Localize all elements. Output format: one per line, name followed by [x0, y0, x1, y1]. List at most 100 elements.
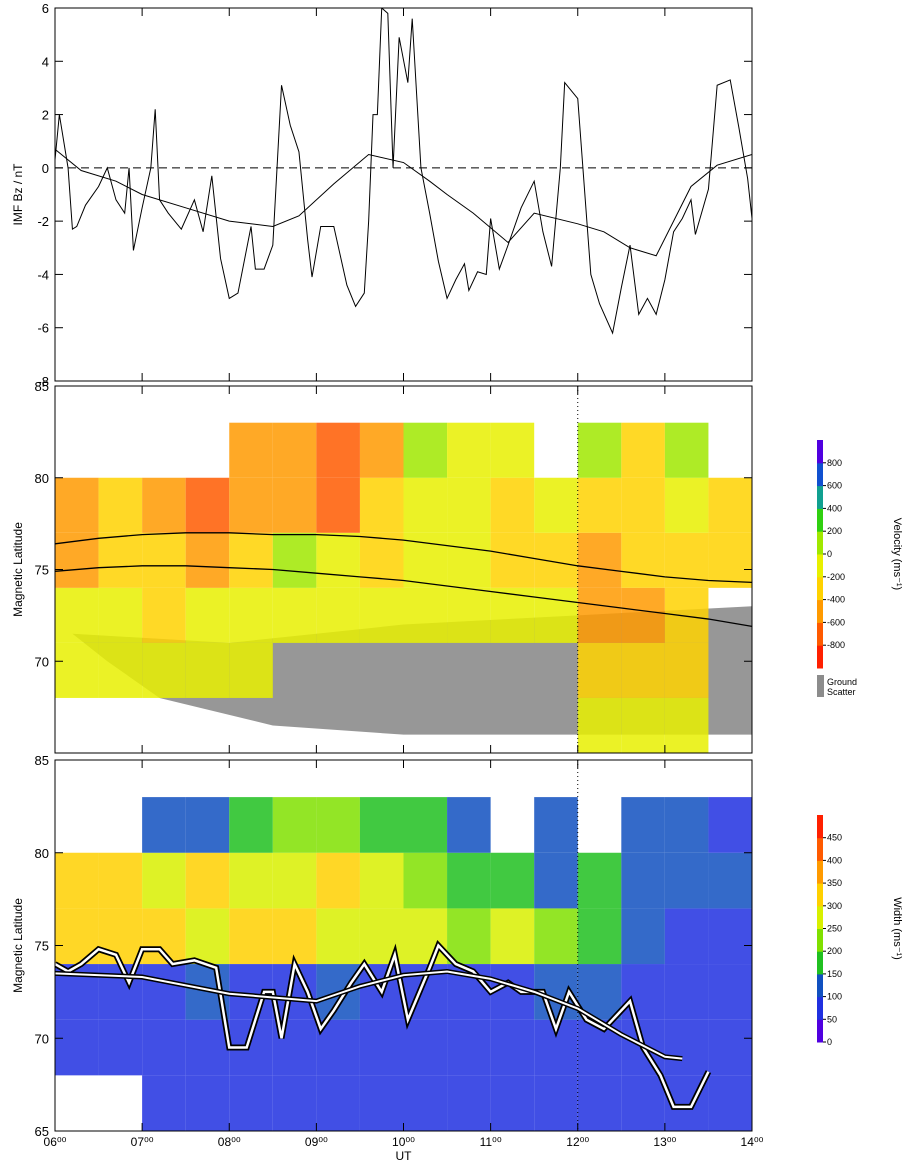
cell	[621, 852, 665, 909]
y-tick-label: -6	[37, 321, 49, 336]
cell	[272, 1075, 317, 1131]
cell	[621, 477, 665, 533]
cell	[621, 797, 665, 853]
colorbar-tick-label: 800	[827, 458, 842, 468]
cell	[490, 422, 535, 478]
ground-scatter-label: Ground	[827, 677, 857, 687]
cell	[577, 908, 622, 965]
y-axis-label: Magnetic Latitude	[11, 898, 25, 993]
cell	[447, 852, 491, 909]
x-tick-label: 10⁰⁰	[392, 1135, 415, 1149]
cell	[490, 852, 535, 909]
cell	[185, 852, 230, 909]
y-tick-label: 75	[35, 939, 49, 954]
cell	[577, 1075, 622, 1131]
cell	[142, 587, 186, 643]
cell	[708, 1075, 752, 1131]
colorbar-tick-label: 600	[827, 481, 842, 491]
ground-scatter-swatch	[817, 675, 824, 697]
colorbar-tick-label: 150	[827, 969, 842, 979]
colorbar-swatch	[817, 928, 823, 952]
colorbar-swatch	[817, 485, 823, 509]
cell	[55, 642, 99, 698]
plot-area	[55, 760, 752, 1131]
cell	[708, 477, 752, 533]
panel: 65 70 75 80 85 06⁰⁰ 07⁰⁰ 08⁰⁰ 09⁰⁰ 10⁰⁰ 11⁰⁰ 12⁰⁰ 13…	[11, 753, 764, 1163]
cell	[447, 532, 491, 588]
x-tick-label: 09⁰⁰	[305, 1135, 328, 1149]
cell	[316, 852, 360, 909]
colorbar-tick-label: 350	[827, 878, 842, 888]
colorbar-swatch	[817, 973, 823, 998]
cell	[534, 532, 578, 588]
x-tick-label: 06⁰⁰	[44, 1135, 67, 1149]
cell	[490, 587, 535, 643]
y-tick-label: 2	[42, 108, 49, 123]
cell	[55, 852, 99, 909]
cell	[316, 797, 360, 853]
cell	[664, 908, 709, 965]
cell	[577, 477, 622, 533]
colorbar-swatch	[817, 837, 823, 861]
cell	[403, 422, 448, 478]
cell	[577, 587, 622, 643]
cell	[142, 852, 186, 909]
cell	[621, 964, 665, 1020]
cell	[447, 1019, 491, 1076]
cell	[664, 587, 709, 643]
colorbar-tick-label: 100	[827, 992, 842, 1002]
cell	[229, 852, 273, 909]
cell	[534, 1075, 578, 1131]
cell	[447, 422, 491, 478]
cell	[403, 797, 448, 853]
cell	[621, 587, 665, 643]
cell	[55, 587, 99, 643]
colorbar-label: Velocity (ms⁻¹)	[891, 518, 903, 590]
boundary-line	[55, 943, 710, 1109]
cell	[142, 1075, 186, 1131]
colorbar-swatch	[817, 883, 823, 907]
cell	[708, 797, 752, 853]
cell	[447, 1075, 491, 1131]
cell	[316, 908, 360, 965]
colorbar-swatch	[817, 815, 823, 839]
cell	[534, 908, 578, 965]
cell	[403, 1019, 448, 1076]
cell	[55, 477, 99, 533]
cell	[534, 587, 578, 643]
colorbar-swatch	[817, 554, 823, 578]
bz-line	[55, 8, 752, 335]
colorbar-swatch	[817, 860, 823, 884]
y-tick-label: -2	[37, 214, 49, 229]
cell	[142, 797, 186, 853]
cell	[664, 852, 709, 909]
y-tick-label: 80	[35, 471, 49, 486]
cell	[229, 797, 273, 853]
cell	[577, 422, 622, 478]
colorbar-swatch	[817, 462, 823, 487]
cell	[447, 477, 491, 533]
colorbar-tick-label: 400	[827, 503, 842, 513]
colorbar-tick-label: -200	[827, 572, 845, 582]
cell	[664, 697, 709, 753]
fit-line	[55, 970, 683, 1060]
cell	[577, 642, 622, 698]
cell	[185, 587, 230, 643]
colorbar-swatch	[817, 996, 823, 1020]
cell	[272, 422, 317, 478]
colorbar-swatch	[817, 951, 823, 975]
cell	[708, 532, 752, 588]
colorbar-swatch	[817, 440, 823, 464]
colorbar-tick-label: 450	[827, 833, 842, 843]
colorbar-tick-label: 250	[827, 924, 842, 934]
cell	[359, 852, 404, 909]
x-axis-label: UT	[396, 1149, 413, 1163]
cell	[403, 908, 448, 965]
cell	[272, 587, 317, 643]
cell	[621, 642, 665, 698]
cell	[403, 477, 448, 533]
cell	[359, 1019, 404, 1076]
y-tick-label: 0	[42, 161, 49, 176]
cell	[98, 852, 143, 909]
x-tick-label: 07⁰⁰	[131, 1135, 154, 1149]
